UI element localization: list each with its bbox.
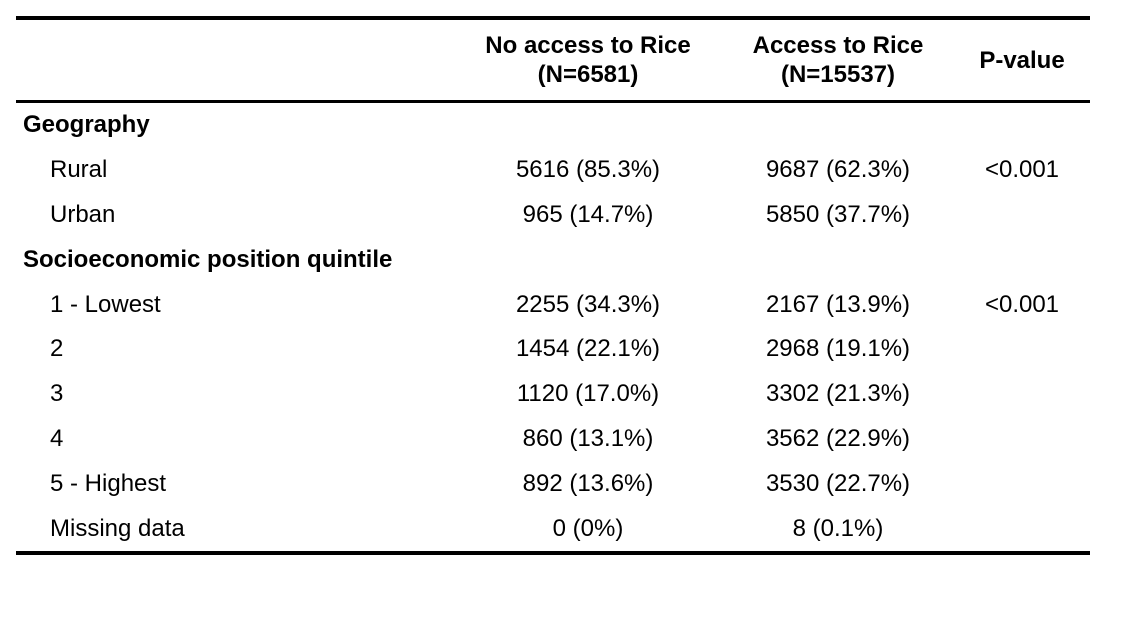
- cell-no-access: 1454 (22.1%): [515, 335, 661, 363]
- table-bottom-rule: [16, 550, 1090, 555]
- cell-p-value: [966, 193, 1078, 238]
- table-row: 1 - Lowest 2255 (34.3%) 2167 (13.9%) <0.…: [16, 282, 1090, 327]
- cell-p-value: [966, 506, 1078, 551]
- cell-p-value: <0.001: [984, 290, 1060, 318]
- section-row-geography: Geography: [16, 103, 1090, 148]
- header-no-access-n: (N=6581): [537, 61, 639, 88]
- cell-access: 9687 (62.3%): [765, 156, 911, 184]
- cell-access: 5850 (37.7%): [765, 200, 911, 228]
- row-label: Rural: [50, 156, 108, 184]
- table-row: Rural 5616 (85.3%) 9687 (62.3%) <0.001: [16, 148, 1090, 193]
- header-p-value: P-value: [966, 20, 1078, 100]
- cell-p-value: [966, 461, 1078, 506]
- row-label: Missing data: [50, 514, 185, 542]
- header-access: Access to Rice (N=15537): [725, 20, 951, 100]
- row-label: Geography: [23, 111, 150, 139]
- table-row: Missing data 0 (0%) 8 (0.1%): [16, 506, 1090, 551]
- row-label: 1 - Lowest: [50, 290, 161, 318]
- table-row: 3 1120 (17.0%) 3302 (21.3%): [16, 372, 1090, 417]
- table-header-rule: [16, 100, 1090, 103]
- cell-p-value: <0.001: [984, 156, 1060, 184]
- cell-p-value: [966, 372, 1078, 417]
- cell-no-access: 1120 (17.0%): [516, 380, 660, 408]
- header-access-title: Access to Rice: [752, 32, 924, 59]
- row-label: 3: [50, 380, 64, 408]
- row-label: Socioeconomic position quintile: [23, 245, 393, 273]
- cell-no-access: 0 (0%): [552, 514, 624, 542]
- table-header: No access to Rice (N=6581) Access to Ric…: [16, 20, 1090, 100]
- cell-no-access: 2255 (34.3%): [515, 290, 661, 318]
- section-row-socioeconomic: Socioeconomic position quintile: [16, 237, 1090, 282]
- cell-p-value: [966, 417, 1078, 462]
- row-label: 5 - Highest: [50, 469, 167, 497]
- header-no-access: No access to Rice (N=6581): [475, 20, 701, 100]
- cell-no-access: 892 (13.6%): [522, 469, 654, 497]
- table-row: 2 1454 (22.1%) 2968 (19.1%): [16, 327, 1090, 372]
- cell-access: 3530 (22.7%): [765, 469, 911, 497]
- cell-access: 3302 (21.3%): [765, 380, 911, 408]
- cell-no-access: 5616 (85.3%): [515, 156, 661, 184]
- table-row: 4 860 (13.1%) 3562 (22.9%): [16, 417, 1090, 462]
- row-label: Urban: [50, 200, 116, 228]
- table-row: Urban 965 (14.7%) 5850 (37.7%): [16, 193, 1090, 238]
- table-row: 5 - Highest 892 (13.6%) 3530 (22.7%): [16, 461, 1090, 506]
- header-no-access-title: No access to Rice: [485, 32, 691, 59]
- cell-access: 2167 (13.9%): [765, 290, 911, 318]
- summary-table: No access to Rice (N=6581) Access to Ric…: [16, 16, 1090, 555]
- table-top-rule: [16, 16, 1090, 20]
- cell-access: 8 (0.1%): [792, 514, 884, 542]
- cell-access: 3562 (22.9%): [765, 424, 911, 452]
- cell-access: 2968 (19.1%): [765, 335, 911, 363]
- header-access-n: (N=15537): [780, 61, 896, 88]
- cell-no-access: 860 (13.1%): [522, 424, 654, 452]
- cell-p-value: [966, 327, 1078, 372]
- cell-no-access: 965 (14.7%): [522, 200, 654, 228]
- row-label: 4: [50, 424, 64, 452]
- row-label: 2: [50, 335, 64, 363]
- header-p-value-label: P-value: [979, 46, 1065, 74]
